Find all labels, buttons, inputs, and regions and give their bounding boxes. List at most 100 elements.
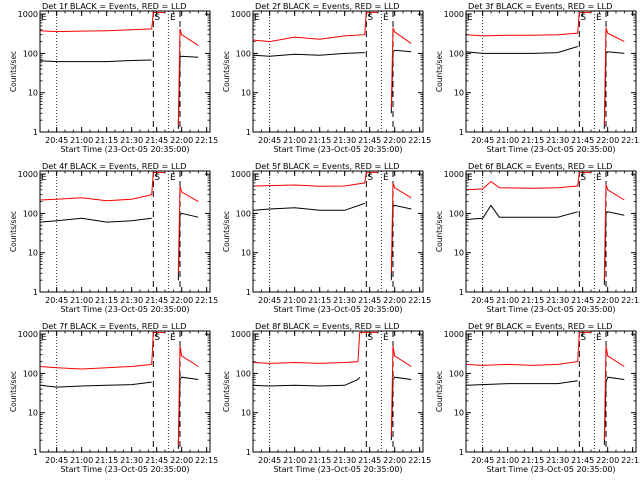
y-tick-label: 1: [459, 288, 464, 297]
series-line-events: [253, 376, 412, 441]
x-axis-title: Start Time (23-Oct-05 20:35:00): [486, 145, 615, 154]
x-tick-label: 21:15: [95, 136, 118, 145]
y-tick-label: 100: [236, 369, 251, 378]
y-tick-label: 1000: [18, 330, 38, 339]
y-axis-title: Counts/sec: [435, 211, 444, 252]
x-axis-title: Start Time (23-Oct-05 20:35:00): [486, 305, 615, 314]
marker-E-label: E: [41, 13, 47, 23]
x-tick-label: 21:15: [308, 136, 331, 145]
x-tick-label: 21:45: [145, 456, 168, 465]
y-axis-title: Counts/sec: [9, 371, 18, 412]
x-tick-label: 21:00: [283, 456, 306, 465]
series-line-lld: [253, 12, 412, 109]
series-line-events: [40, 55, 199, 129]
x-tick-label: 21:30: [120, 136, 143, 145]
marker-E-label: E: [254, 173, 260, 183]
x-tick-label: 20:45: [45, 456, 68, 465]
plot-frame: [252, 330, 424, 453]
x-axis-title: Start Time (23-Oct-05 20:35:00): [60, 465, 189, 474]
y-tick-label: 1: [246, 288, 251, 297]
series-line-lld: [253, 172, 412, 274]
y-tick-label: 10: [241, 409, 251, 418]
x-tick-label: 22:15: [621, 136, 640, 145]
x-tick-label: 21:30: [120, 456, 143, 465]
marker-E-label: E: [467, 173, 473, 183]
series-line-events: [466, 46, 625, 129]
x-tick-label: 21:30: [546, 136, 569, 145]
marker-S-label: S: [367, 13, 373, 23]
series-line-lld: [40, 172, 199, 274]
x-tick-label: 21:00: [283, 136, 306, 145]
marker-E-label: E: [41, 173, 47, 183]
x-tick-label: 22:15: [408, 456, 431, 465]
y-tick-label: 1000: [444, 170, 464, 179]
x-axis-title: Start Time (23-Oct-05 20:35:00): [273, 305, 402, 314]
x-tick-label: 21:00: [70, 456, 93, 465]
y-tick-label: 100: [449, 209, 464, 218]
x-axis-title: Start Time (23-Oct-05 20:35:00): [486, 465, 615, 474]
marker-E-label: E: [596, 13, 602, 23]
y-tick-label: 10: [28, 249, 38, 258]
panel-title: Det 2f BLACK = Events, RED = LLD: [255, 1, 399, 11]
y-tick-label: 100: [449, 369, 464, 378]
x-tick-label: 21:00: [496, 296, 519, 305]
x-tick-label: 21:30: [546, 456, 569, 465]
y-tick-label: 10: [28, 409, 38, 418]
x-tick-label: 21:45: [358, 296, 381, 305]
x-tick-label: 22:00: [383, 456, 406, 465]
marker-E-label: E: [596, 173, 602, 183]
series-line-lld: [466, 172, 625, 281]
y-tick-label: 1000: [444, 10, 464, 19]
x-tick-label: 22:00: [170, 136, 193, 145]
x-tick-label: 21:15: [521, 456, 544, 465]
x-tick-label: 22:00: [383, 296, 406, 305]
y-tick-label: 10: [241, 89, 251, 98]
series-line-events: [466, 204, 625, 286]
marker-S-label: S: [580, 173, 586, 183]
x-tick-label: 22:00: [170, 456, 193, 465]
x-tick-label: 22:00: [596, 296, 619, 305]
y-tick-label: 1: [33, 448, 38, 457]
series-line-lld: [253, 332, 412, 437]
marker-S-label: S: [367, 333, 373, 343]
x-axis-title: Start Time (23-Oct-05 20:35:00): [273, 465, 402, 474]
panel-title: Det 5f BLACK = Events, RED = LLD: [255, 161, 399, 171]
y-tick-label: 1000: [444, 330, 464, 339]
y-axis-title: Counts/sec: [435, 51, 444, 92]
x-tick-label: 20:45: [471, 136, 494, 145]
y-tick-label: 1: [246, 448, 251, 457]
y-tick-label: 1: [459, 448, 464, 457]
x-tick-label: 20:45: [471, 296, 494, 305]
x-axis-title: Start Time (23-Oct-05 20:35:00): [60, 305, 189, 314]
plot-frame: [39, 10, 211, 133]
plot-frame: [465, 10, 637, 133]
y-tick-label: 1000: [231, 10, 251, 19]
x-tick-label: 21:30: [333, 136, 356, 145]
marker-S-label: S: [154, 173, 160, 183]
y-axis-title: Counts/sec: [9, 51, 18, 92]
x-tick-label: 21:15: [308, 296, 331, 305]
x-tick-label: 21:15: [521, 136, 544, 145]
x-tick-label: 21:15: [95, 456, 118, 465]
x-tick-label: 20:45: [45, 296, 68, 305]
y-tick-label: 1000: [231, 170, 251, 179]
y-tick-label: 100: [236, 49, 251, 58]
y-tick-label: 10: [454, 89, 464, 98]
marker-E-label: E: [41, 333, 47, 343]
y-tick-label: 1: [459, 128, 464, 137]
marker-E-label: E: [596, 333, 602, 343]
y-tick-label: 1: [33, 128, 38, 137]
x-tick-label: 20:45: [258, 456, 281, 465]
marker-S-label: S: [154, 13, 160, 23]
y-tick-label: 100: [236, 209, 251, 218]
marker-S-label: S: [580, 13, 586, 23]
panel-title: Det 1f BLACK = Events, RED = LLD: [42, 1, 186, 11]
series-line-events: [253, 202, 412, 281]
x-tick-label: 22:00: [383, 136, 406, 145]
y-tick-label: 100: [23, 209, 38, 218]
